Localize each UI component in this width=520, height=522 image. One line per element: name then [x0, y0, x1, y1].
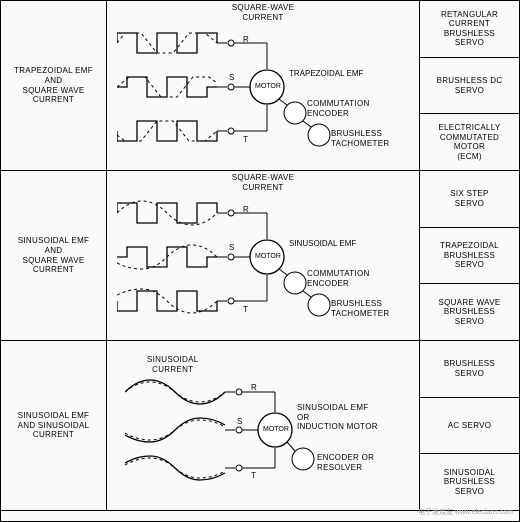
row-c-left-text: SINUSOIDAL EMFAND SINUSOIDALCURRENT [18, 411, 90, 440]
row-c-left: SINUSOIDAL EMFAND SINUSOIDALCURRENT [1, 341, 107, 510]
row-c-right-2: SINUSOIDALBRUSHLESSSERVO [420, 454, 519, 510]
row-c-right-1: AC SERVO [420, 398, 519, 455]
row-b-left-text: SINUSOIDAL EMFANDSQUARE WAVECURRENT [18, 236, 89, 274]
phase-b-t: T [243, 305, 248, 314]
row-b: b) SINUSOIDAL EMFANDSQUARE WAVECURRENT S… [1, 171, 519, 341]
row-a-mid: SQUARE-WAVECURRENT [107, 1, 419, 170]
row-a-left-text: TRAPEZOIDAL EMFANDSQUARE WAVECURRENT [14, 66, 93, 104]
lbl-b-emf: SINUSOIDAL EMF [289, 239, 356, 248]
row-c-right: BRUSHLESSSERVO AC SERVO SINUSOIDALBRUSHL… [419, 341, 519, 510]
row-c-right-0: BRUSHLESSSERVO [420, 341, 519, 398]
motor-b-label: MOTOR [255, 253, 281, 260]
wave-a-s [117, 69, 227, 105]
watermark: 电子发烧友 www.elecfans.com [418, 507, 513, 517]
lbl-c-emf: SINUSOIDAL EMFORINDUCTION MOTOR [297, 403, 378, 432]
row-b-left: SINUSOIDAL EMFANDSQUARE WAVECURRENT [1, 171, 107, 340]
wave-c-r [125, 377, 235, 407]
motor-c-label: MOTOR [263, 426, 289, 433]
diagram-page: a) TRAPEZOIDAL EMFANDSQUARE WAVECURRENT … [0, 0, 520, 522]
phase-a-t: T [243, 135, 248, 144]
wave-b-s [117, 239, 227, 275]
lbl-b-enc: COMMUTATIONENCODER [307, 269, 370, 288]
lbl-a-emf: TRAPEZOIDAL EMF [289, 69, 363, 78]
row-a-right-0: RETANGULARCURRENTBRUSHLESSSERVO [420, 1, 519, 58]
lbl-a-enc: COMMUTATIONENCODER [307, 99, 370, 118]
lbl-c-enc: ENCODER ORRESOLVER [317, 453, 374, 472]
row-c-mid: SINUSOIDALCURRENT [107, 341, 419, 510]
phase-b-r: R [243, 205, 249, 214]
row-b-mid: SQUARE-WAVECURRENT [107, 171, 419, 340]
wave-b-t [117, 283, 227, 319]
phase-c-t: T [251, 471, 256, 480]
phase-c-s: S [237, 417, 242, 426]
row-a-right-2: ELECTRICALLYCOMMUTATEDMOTOR(ECM) [420, 114, 519, 170]
row-b-right-2: SQUARE WAVEBRUSHLESSSERVO [420, 284, 519, 340]
row-a-right-1: BRUSHLESS DCSERVO [420, 58, 519, 115]
row-a-right: RETANGULARCURRENTBRUSHLESSSERVO BRUSHLES… [419, 1, 519, 170]
row-b-right: SIX STEPSERVO TRAPEZOIDALBRUSHLESSSERVO … [419, 171, 519, 340]
wave-b-r [117, 195, 227, 231]
lbl-a-tach: BRUSHLESSTACHOMETER [331, 129, 389, 148]
row-a: a) TRAPEZOIDAL EMFANDSQUARE WAVECURRENT … [1, 1, 519, 171]
row-c: c) SINUSOIDAL EMFAND SINUSOIDALCURRENT S… [1, 341, 519, 511]
lbl-b-tach: BRUSHLESSTACHOMETER [331, 299, 389, 318]
wave-a-t [117, 113, 227, 149]
phase-a-r: R [243, 35, 249, 44]
row-c-header: SINUSOIDALCURRENT [147, 355, 198, 374]
motor-a-label: MOTOR [255, 83, 281, 90]
row-b-right-1: TRAPEZOIDALBRUSHLESSSERVO [420, 228, 519, 285]
row-a-left: TRAPEZOIDAL EMFANDSQUARE WAVECURRENT [1, 1, 107, 170]
phase-a-s: S [229, 73, 234, 82]
phase-c-r: R [251, 383, 257, 392]
phase-b-s: S [229, 243, 234, 252]
wave-c-s [125, 415, 235, 445]
wave-c-t [125, 453, 235, 483]
row-b-right-0: SIX STEPSERVO [420, 171, 519, 228]
wave-a-r [117, 25, 227, 61]
